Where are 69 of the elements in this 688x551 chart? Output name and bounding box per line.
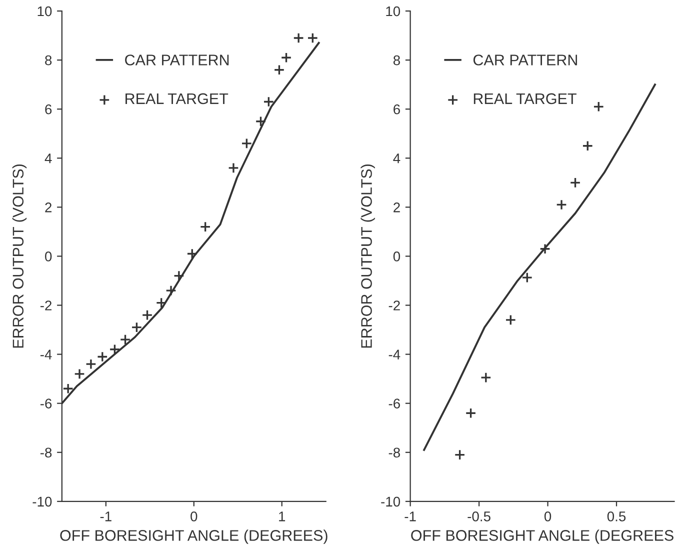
x-tick-label: 1 xyxy=(279,512,286,522)
point xyxy=(120,334,131,346)
y-tick-label: 8 xyxy=(45,55,52,66)
point xyxy=(540,243,551,254)
y-axis-title: ERROR OUTPUT (VOLTS) xyxy=(12,164,27,348)
x-tick-label: 0.5 xyxy=(607,512,626,522)
point xyxy=(454,449,466,460)
point xyxy=(522,272,533,284)
point xyxy=(131,322,142,333)
point xyxy=(293,32,304,44)
x-axis-title: OFF BORESIGHT ANGLE (DEGREES xyxy=(411,530,674,544)
y-tick-label: 4 xyxy=(44,154,52,164)
legend-label: CAR PATTERN xyxy=(473,54,577,66)
point xyxy=(255,116,266,127)
y-tick-label: -6 xyxy=(388,398,400,408)
x-tick-label: -1 xyxy=(100,512,112,522)
y-tick-label: 0 xyxy=(393,252,400,262)
point xyxy=(280,52,292,64)
point xyxy=(582,140,594,152)
y-axis-title: ERROR OUTPUT (VOLTS) xyxy=(360,164,375,348)
point xyxy=(74,368,86,380)
point xyxy=(307,32,318,44)
point xyxy=(556,199,568,210)
y-tick-label: 6 xyxy=(45,104,52,114)
point xyxy=(173,270,184,282)
point xyxy=(96,351,108,362)
y-tick-label: 2 xyxy=(394,202,400,212)
y-tick-label: 6 xyxy=(394,104,400,114)
point xyxy=(241,138,252,149)
point xyxy=(570,177,581,188)
legend-label: CAR PATTERN xyxy=(125,54,229,66)
y-tick-label: -2 xyxy=(388,300,400,310)
point xyxy=(142,310,153,321)
y-tick-label: -2 xyxy=(40,300,52,310)
x-tick-label: 0 xyxy=(190,512,198,522)
point xyxy=(505,314,516,326)
point xyxy=(228,162,239,174)
point xyxy=(274,64,285,76)
legend-label: REAL TARGET xyxy=(126,93,228,104)
line-series xyxy=(423,84,656,451)
y-tick-label: -4 xyxy=(388,350,400,360)
x-tick-label: -1 xyxy=(404,512,416,522)
y-tick-label: -10 xyxy=(381,496,400,507)
point xyxy=(200,221,211,232)
point xyxy=(109,344,120,355)
y-tick-label: 10 xyxy=(386,6,400,16)
point xyxy=(186,248,198,260)
point xyxy=(465,408,476,419)
y-tick-label: 4 xyxy=(393,154,400,164)
y-tick-label: -4 xyxy=(40,350,52,360)
y-tick-label: 2 xyxy=(45,202,52,212)
x-axis-title: OFF BORESIGHT ANGLE (DEGREES) xyxy=(60,530,328,544)
y-tick-label: 0 xyxy=(45,252,52,262)
point xyxy=(85,358,96,370)
legend-label: REAL TARGET xyxy=(474,93,576,104)
point xyxy=(166,285,177,296)
point xyxy=(263,96,274,108)
y-tick-label: 8 xyxy=(393,55,400,66)
x-tick-label: 0 xyxy=(544,512,552,522)
y-tick-label: -8 xyxy=(388,448,400,458)
y-tick-label: -10 xyxy=(32,496,52,507)
point xyxy=(593,101,604,112)
point xyxy=(480,372,492,384)
x-tick-label: -0.5 xyxy=(468,512,490,522)
y-tick-label: -8 xyxy=(40,448,52,458)
y-tick-label: -6 xyxy=(40,398,52,408)
y-tick-label: 10 xyxy=(38,6,52,16)
point xyxy=(156,297,167,308)
point xyxy=(62,383,74,394)
